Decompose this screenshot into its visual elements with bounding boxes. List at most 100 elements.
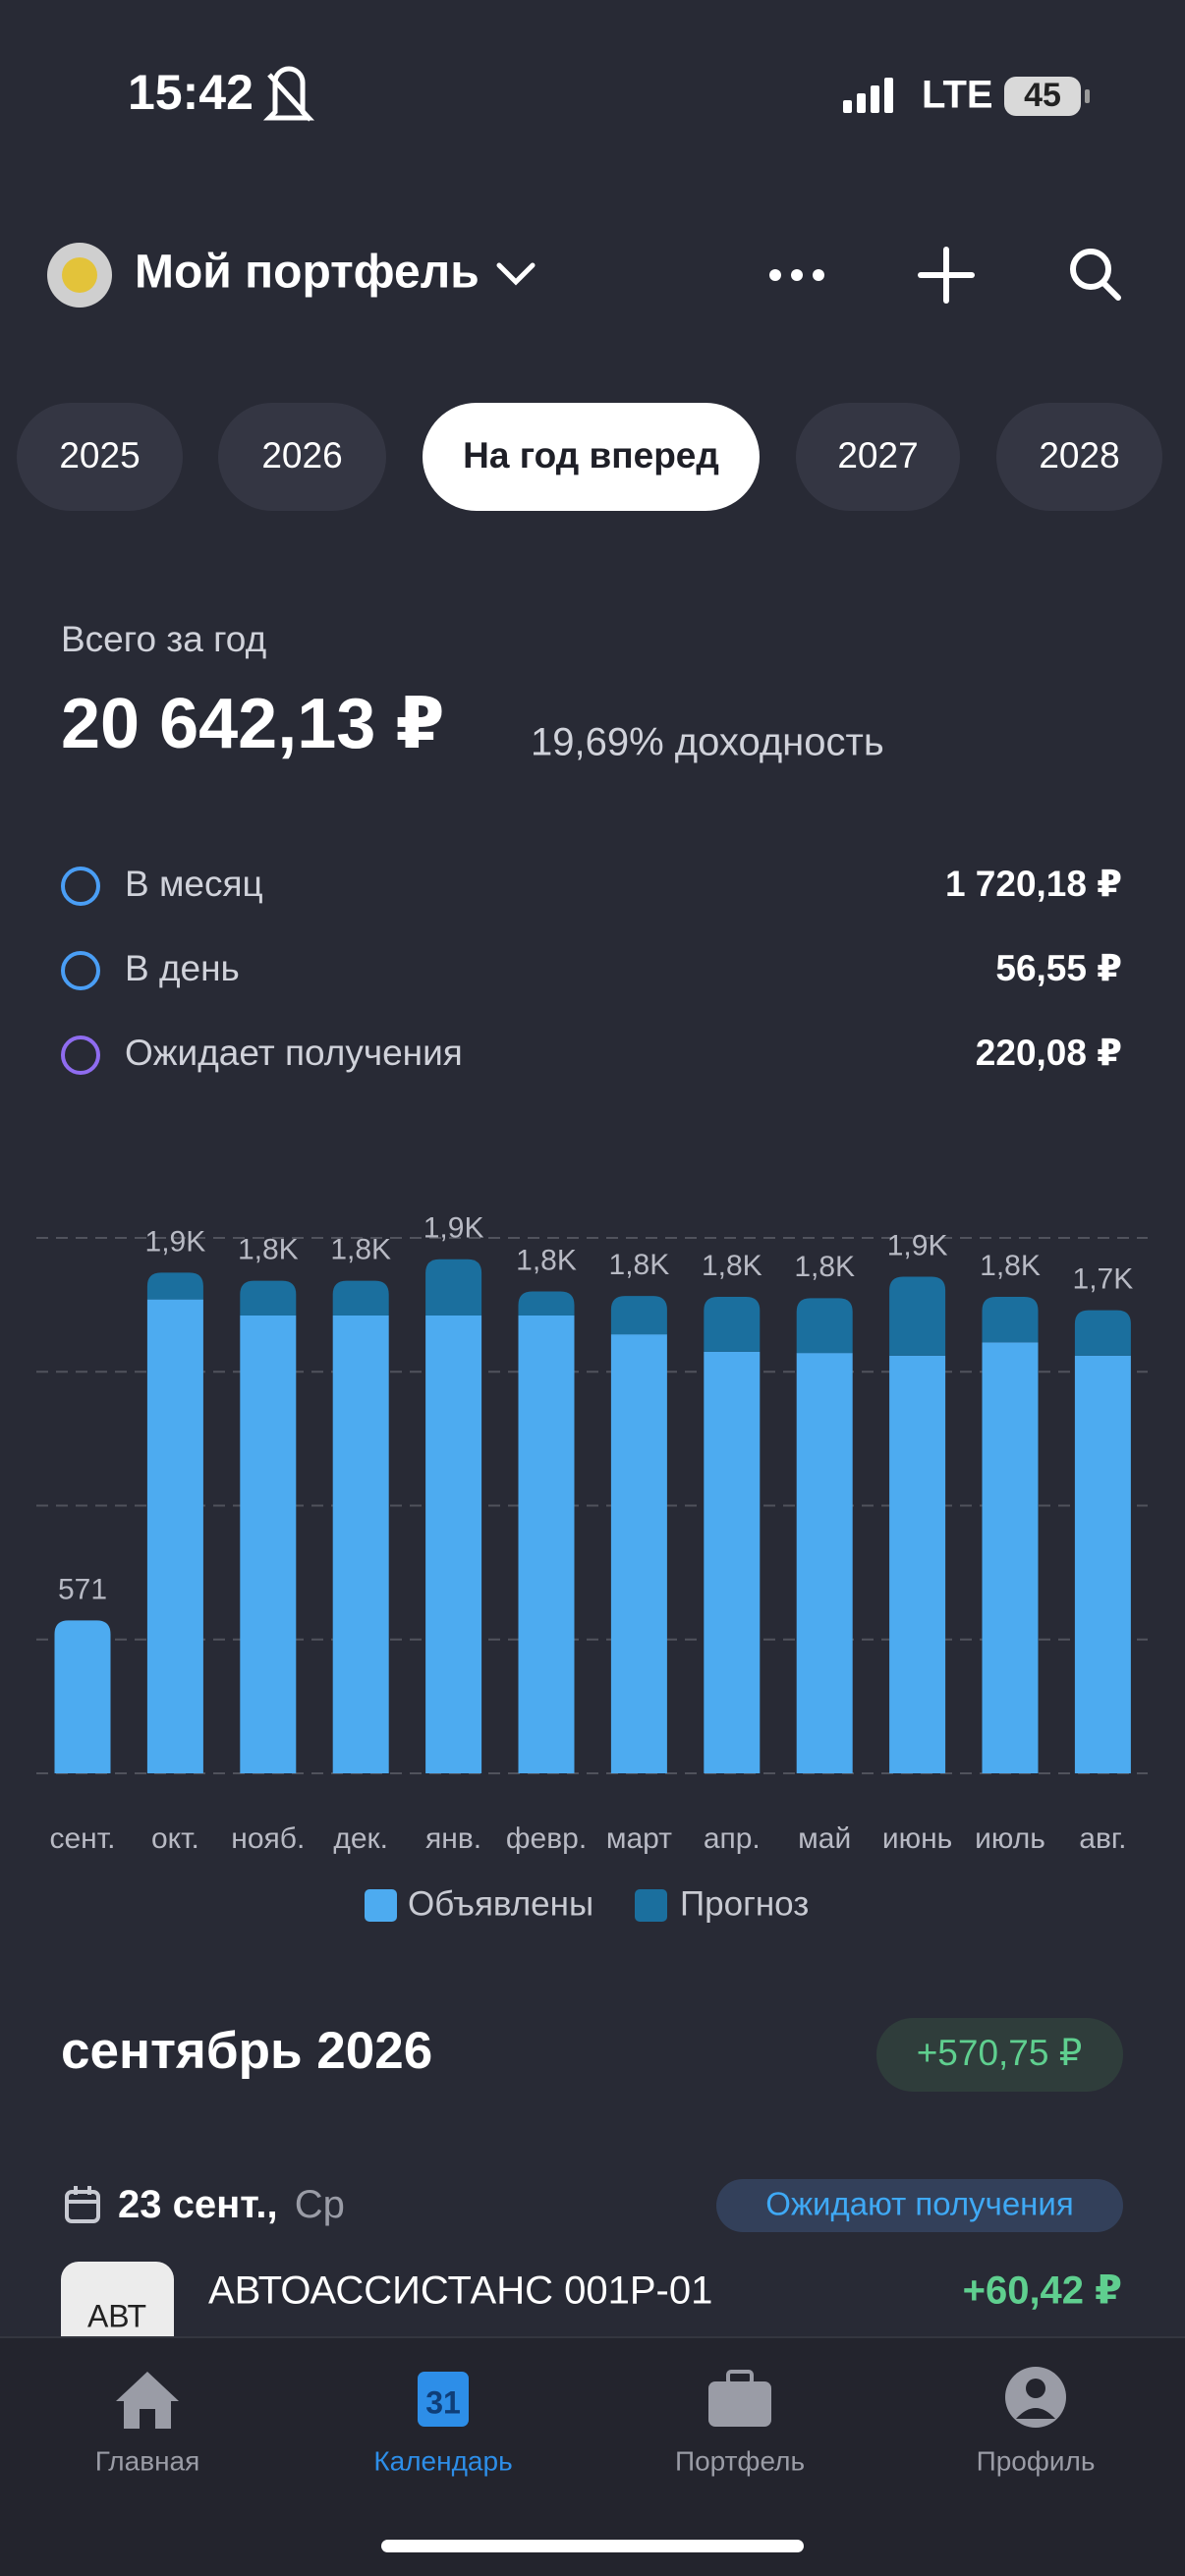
summary-total: 20 642,13 ₽ — [61, 685, 444, 763]
day-date-text: 23 сент., — [118, 2183, 278, 2226]
x-tick-label: апр. — [704, 1822, 761, 1855]
row-value: 220,08 ₽ — [976, 1033, 1122, 1073]
year-tab[interactable] — [423, 403, 760, 511]
bar-segment — [518, 1291, 575, 1316]
legend-label: Прогноз — [680, 1884, 809, 1923]
bar-segment — [240, 1280, 297, 1316]
year-tab[interactable] — [796, 403, 960, 511]
bar-segment — [982, 1342, 1039, 1773]
bar-segment — [610, 1334, 667, 1773]
item-amount: +60,42 ₽ — [963, 2269, 1122, 2313]
bar-segment — [889, 1355, 946, 1773]
bar-segment — [796, 1298, 853, 1354]
year-tab-label: 2025 — [59, 435, 140, 476]
nav-item[interactable]: Главная — [95, 2372, 200, 2476]
year-tab[interactable] — [17, 403, 183, 511]
year-tab[interactable] — [996, 403, 1162, 511]
search-button[interactable] — [1070, 249, 1121, 301]
bar-segment — [54, 1620, 111, 1773]
x-tick-label: окт. — [151, 1822, 199, 1855]
network: LTE — [922, 74, 993, 117]
x-tick-label: сент. — [49, 1822, 115, 1855]
x-tick-label: март — [606, 1822, 672, 1855]
bar-value-label: 1,8K — [330, 1234, 391, 1266]
row-marker — [61, 951, 100, 990]
calendar-icon — [65, 2186, 100, 2223]
bar-segment — [704, 1296, 761, 1352]
bar-segment — [425, 1316, 482, 1773]
nav-item[interactable]: Профиль — [977, 2367, 1096, 2476]
nav-icon — [116, 2372, 179, 2429]
bar-segment — [240, 1316, 297, 1773]
portfolio-title[interactable]: Мой портфель — [135, 247, 480, 299]
bar-value-label: 1,8K — [238, 1234, 299, 1266]
signal-icon — [843, 78, 893, 113]
nav-icon-head — [1026, 2379, 1045, 2398]
bar-value-label: 1,9K — [145, 1225, 206, 1258]
portfolio-logo-inner — [62, 257, 97, 293]
year-tab-label: 2026 — [261, 435, 342, 476]
x-tick-label: май — [798, 1822, 851, 1855]
legend-swatch — [635, 1889, 667, 1922]
bar-segment — [332, 1316, 389, 1773]
more-button[interactable] — [769, 269, 824, 281]
row-value: 56,55 ₽ — [995, 948, 1122, 988]
row-label: В день — [125, 948, 240, 988]
bar-value-label: 571 — [58, 1573, 107, 1605]
nav-icon-handle — [726, 2370, 754, 2385]
row-marker — [61, 1036, 100, 1075]
day-weekday: Ср — [295, 2183, 345, 2226]
row-value: 1 720,18 ₽ — [945, 864, 1122, 904]
status-pill — [716, 2179, 1123, 2232]
year-tab-label: На год вперед — [463, 435, 719, 476]
tab-bar — [0, 2337, 1185, 2576]
status-pill-text: Ожидают получения — [765, 2186, 1073, 2222]
item-name[interactable]: АВТОАССИСТАНС 001Р-01 — [208, 2269, 712, 2313]
x-tick-label: июль — [975, 1822, 1045, 1855]
nav-item[interactable]: 31 Календарь — [373, 2372, 513, 2476]
bar-segment — [1074, 1310, 1131, 1356]
bar-segment — [704, 1351, 761, 1773]
x-tick-label: нояб. — [231, 1822, 305, 1855]
nav-icon — [708, 2381, 771, 2427]
nav-badge: 31 — [425, 2384, 461, 2420]
add-button[interactable] — [918, 247, 975, 304]
row-label: В месяц — [125, 864, 263, 904]
bar-segment — [610, 1296, 667, 1335]
bar-segment — [1074, 1355, 1131, 1773]
bar-value-label: 1,8K — [702, 1250, 762, 1282]
bar-segment — [332, 1280, 389, 1316]
bar-segment — [796, 1353, 853, 1773]
day-date: 23 сент., Ср — [118, 2183, 345, 2226]
bar-value-label: 1,7K — [1073, 1262, 1134, 1295]
nav-label: Календарь — [373, 2445, 512, 2476]
x-tick-label: авг. — [1079, 1822, 1126, 1855]
year-tab[interactable] — [218, 403, 386, 511]
status-time: 15:42 — [128, 65, 254, 120]
nav-icon-body — [1016, 2408, 1055, 2419]
summary-label: Всего за год — [61, 619, 266, 659]
nav-item[interactable]: Портфель — [675, 2370, 805, 2476]
bar-segment — [146, 1299, 203, 1773]
battery-tip — [1085, 89, 1090, 103]
bar-value-label: 1,9K — [423, 1212, 484, 1245]
nav-label: Главная — [95, 2445, 200, 2476]
section-title: сентябрь 2026 — [61, 2022, 432, 2080]
section-total: +570,75 ₽ — [917, 2033, 1083, 2073]
year-tab-label: 2027 — [837, 435, 918, 476]
bar-segment — [889, 1276, 946, 1356]
bar-segment — [146, 1272, 203, 1300]
bar-segment — [425, 1259, 482, 1316]
legend-swatch — [365, 1889, 397, 1922]
battery — [1004, 77, 1081, 116]
dropdown-chevron[interactable] — [496, 262, 536, 286]
nav-label: Профиль — [977, 2445, 1096, 2476]
section-total-pill — [876, 2018, 1123, 2092]
row-label: Ожидает получения — [125, 1033, 463, 1073]
bar-value-label: 1,8K — [516, 1244, 577, 1276]
mute-icon — [262, 66, 315, 122]
summary-yield: 19,69% доходность — [531, 721, 884, 764]
bar-value-label: 1,8K — [609, 1249, 670, 1281]
x-tick-label: дек. — [333, 1822, 388, 1855]
